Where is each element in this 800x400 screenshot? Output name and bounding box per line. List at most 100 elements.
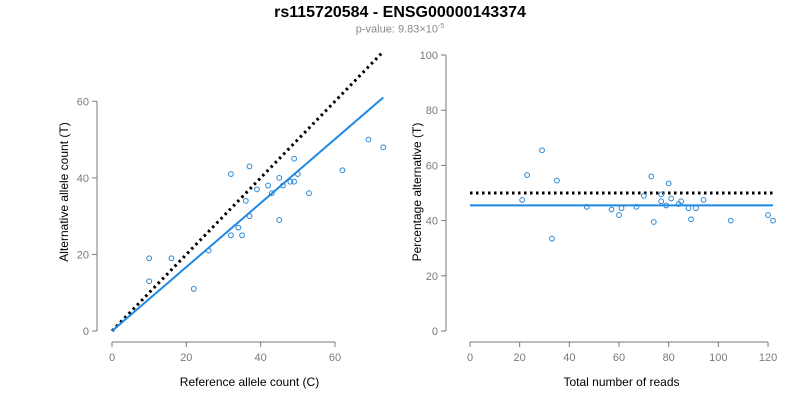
- x-tick: 0: [109, 342, 115, 364]
- data-point: [539, 147, 545, 154]
- data-point: [608, 206, 615, 213]
- data-point: [688, 216, 694, 223]
- data-point: [276, 174, 283, 181]
- data-point: [168, 255, 175, 262]
- p-value-exponent: -5: [438, 23, 445, 30]
- y-tick: 20: [77, 249, 97, 261]
- x-tick: 40: [563, 342, 575, 364]
- x-tick: 0: [467, 342, 473, 364]
- data-point: [616, 212, 622, 218]
- x-tick: 80: [663, 342, 675, 364]
- data-point: [668, 195, 675, 202]
- x-tick-label: 60: [329, 352, 341, 364]
- data-point: [254, 186, 260, 193]
- chart-title: rs115720584 - ENSG00000143374: [274, 4, 526, 21]
- data-point: [693, 205, 699, 212]
- data-point: [685, 205, 692, 212]
- data-point: [380, 144, 387, 151]
- y-tick: 60: [77, 96, 97, 108]
- data-point: [519, 197, 526, 203]
- x-tick: 60: [329, 342, 341, 364]
- x-tick-label: 120: [759, 352, 777, 364]
- x-tick-label: 80: [663, 352, 675, 364]
- y-tick-label: 100: [420, 50, 438, 62]
- y-tick-label: 20: [426, 271, 438, 283]
- y-tick-label: 60: [426, 160, 438, 172]
- y-tick-label: 40: [77, 173, 89, 185]
- data-point: [287, 178, 294, 185]
- x-tick-label: 40: [563, 352, 575, 364]
- data-point: [365, 136, 372, 143]
- y-tick: 60: [426, 160, 446, 172]
- data-point: [294, 171, 301, 177]
- x-tick-label: 20: [514, 352, 526, 364]
- data-point: [291, 178, 297, 185]
- data-point: [146, 278, 153, 285]
- y-tick-label: 0: [83, 326, 89, 338]
- y-tick: 40: [77, 173, 97, 185]
- y-tick: 0: [432, 326, 446, 338]
- data-point: [658, 198, 665, 205]
- data-point: [268, 190, 275, 197]
- data-point: [276, 217, 283, 223]
- data-point: [339, 167, 346, 174]
- y-tick: 80: [426, 105, 446, 117]
- y-tick-label: 60: [77, 96, 89, 108]
- data-point: [228, 232, 234, 239]
- data-point: [554, 177, 560, 184]
- data-point: [291, 155, 297, 162]
- data-point: [524, 172, 531, 178]
- y-axis-label: Percentage alternative (T): [410, 123, 424, 262]
- data-point: [246, 213, 253, 220]
- data-point: [239, 232, 245, 239]
- p-value-text: p-value: 9.83×10: [355, 23, 439, 36]
- x-axis-label: Total number of reads: [563, 375, 679, 389]
- y-tick: 0: [83, 326, 97, 338]
- data-point: [618, 205, 625, 212]
- x-axis-label: Reference allele count (C): [180, 375, 319, 389]
- x-tick: 100: [709, 342, 728, 364]
- y-tick-label: 40: [426, 216, 438, 228]
- data-point: [246, 163, 253, 170]
- data-point: [280, 182, 286, 189]
- data-point: [658, 191, 665, 198]
- reference-line: [110, 50, 385, 333]
- data-point: [665, 180, 672, 187]
- x-tick-label: 20: [180, 352, 192, 364]
- y-tick: 40: [426, 216, 446, 228]
- data-point: [583, 203, 590, 210]
- y-tick: 100: [420, 50, 446, 62]
- x-tick: 120: [759, 342, 777, 364]
- data-point: [190, 285, 197, 292]
- x-tick-label: 40: [255, 352, 267, 364]
- percentage-scatter: 0 20 40 60 80 100 120 0 20 40 60 80 100 Total number …: [410, 50, 777, 389]
- y-tick: 20: [426, 271, 446, 283]
- data-point: [700, 197, 707, 203]
- x-tick-label: 0: [467, 352, 473, 364]
- allele-count-scatter: 0 20 40 60 0 20 40 60 Reference allele count (C)…: [57, 50, 387, 389]
- data-point: [306, 190, 312, 197]
- data-point: [205, 247, 212, 254]
- x-tick-label: 100: [709, 352, 727, 364]
- chart-subtitle: p-value: 9.83×10-5: [0, 23, 800, 36]
- data-point: [640, 192, 647, 199]
- y-axis-label: Alternative allele count (T): [57, 122, 71, 261]
- data-point: [765, 212, 771, 218]
- data-point: [633, 203, 640, 210]
- data-point: [228, 171, 234, 177]
- x-tick: 20: [180, 342, 192, 364]
- x-tick-label: 60: [613, 352, 625, 364]
- y-tick-label: 20: [77, 249, 89, 261]
- data-point: [663, 202, 670, 209]
- x-tick: 40: [255, 342, 267, 364]
- data-point: [265, 182, 271, 189]
- data-point: [146, 255, 153, 262]
- x-tick: 20: [514, 342, 526, 364]
- data-point: [648, 173, 655, 180]
- data-point: [242, 197, 249, 204]
- y-tick-label: 0: [432, 326, 438, 338]
- x-tick: 60: [613, 342, 625, 364]
- data-point: [727, 217, 734, 224]
- data-point: [770, 217, 776, 224]
